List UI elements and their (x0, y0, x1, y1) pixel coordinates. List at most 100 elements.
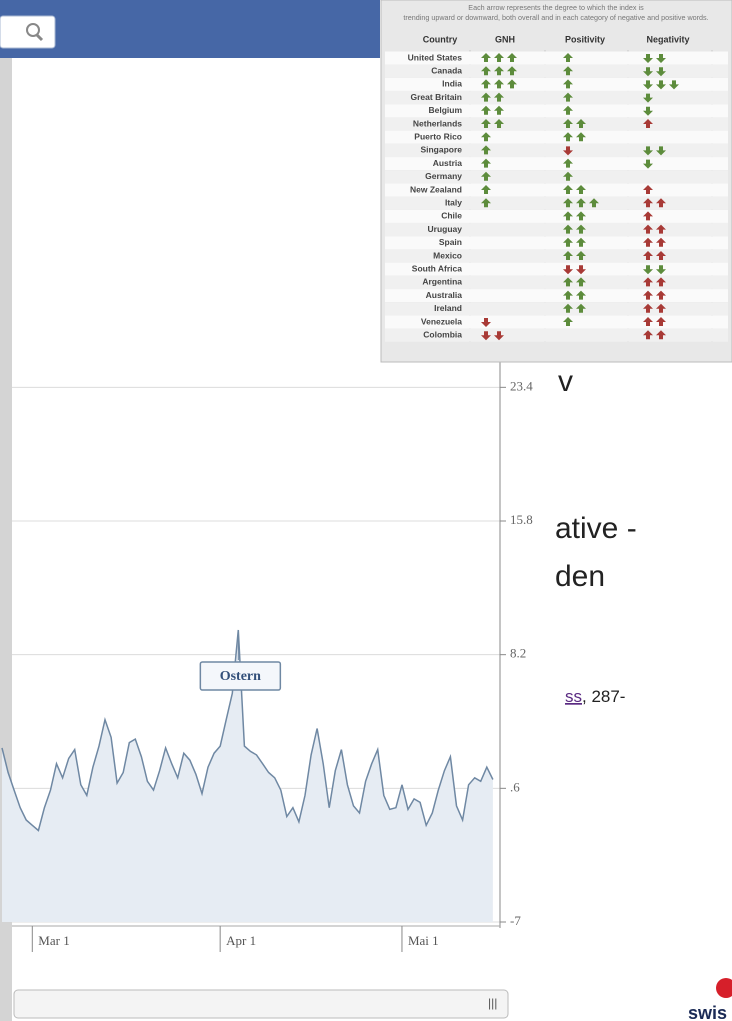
arrow (643, 67, 653, 77)
arrow (563, 119, 573, 128)
arrow (643, 159, 653, 169)
country: United States (408, 52, 463, 62)
arrow (643, 93, 653, 103)
row-bg (385, 130, 728, 144)
arrow (656, 237, 666, 247)
country: Great Britain (411, 92, 463, 102)
citation-link[interactable]: ss (565, 687, 582, 706)
arrow (563, 171, 573, 181)
arrow (481, 53, 491, 62)
country: Italy (445, 197, 462, 207)
arrow-group (643, 290, 666, 300)
y-tick-label: 15.8 (510, 512, 533, 527)
arrow-group (643, 146, 666, 156)
arrow-group (481, 105, 504, 115)
arrow (563, 251, 573, 260)
arrow-group (481, 119, 504, 128)
x-tick-label: Mai 1 (408, 933, 439, 948)
scrollbar[interactable] (13, 989, 509, 1019)
country: South Africa (412, 263, 462, 273)
arrow (576, 277, 586, 287)
arrow-group (563, 119, 586, 128)
arrow-group (563, 198, 599, 208)
arrow-group (563, 290, 586, 300)
arrow (563, 132, 573, 142)
search-icon (26, 23, 40, 37)
arrow (563, 290, 573, 300)
arrow (563, 211, 573, 221)
arrow (563, 53, 573, 62)
country: Puerto Rico (414, 131, 462, 141)
arrow (643, 80, 653, 90)
arrow (481, 158, 491, 168)
arrow (643, 303, 653, 313)
arrow (481, 318, 491, 327)
arrow (494, 331, 504, 341)
arrow-group (481, 79, 517, 89)
arrow-group (481, 66, 517, 76)
country: Austria (433, 158, 463, 168)
logo: swis (688, 1003, 727, 1021)
arrow-group (643, 211, 653, 221)
arrow (481, 185, 491, 194)
arrow (563, 185, 573, 194)
arrow (576, 185, 586, 194)
arrow (643, 146, 653, 156)
arrow (576, 211, 586, 221)
x-tick-label: Mar 1 (38, 933, 69, 948)
arrow (563, 265, 573, 275)
arrow-group (643, 303, 666, 313)
arrow-group (643, 106, 653, 116)
arrow (669, 80, 679, 90)
arrow-group (643, 317, 666, 326)
arrow (576, 265, 586, 275)
arrow-group (563, 105, 573, 115)
arrow (563, 79, 573, 89)
arrow (563, 317, 573, 326)
row-bg (385, 77, 728, 91)
line (1, 629, 494, 832)
arrow (643, 251, 653, 260)
arrow-group (481, 53, 517, 62)
arrow-group (643, 237, 666, 247)
arrow (494, 119, 504, 128)
arrow (563, 146, 573, 156)
arrow-group (563, 303, 586, 313)
arrow-group (643, 198, 666, 208)
country: India (442, 79, 462, 89)
table-caption: Each arrow represents the degree to whic… (403, 3, 708, 22)
country: Mexico (433, 250, 462, 260)
arrow (656, 317, 666, 326)
scroll-grip: ||| (488, 996, 497, 1010)
arrow (656, 330, 666, 340)
arrow-group (563, 158, 573, 168)
citation: ss, 287- (565, 687, 625, 706)
arrow-group (563, 146, 573, 156)
arrow (481, 171, 491, 181)
arrow-group (563, 185, 586, 194)
country: Colombia (423, 329, 462, 339)
row-bg (385, 196, 728, 210)
arrow (563, 198, 573, 208)
arrow-group (563, 251, 586, 260)
arrow-group (643, 251, 666, 260)
arrow (643, 106, 653, 116)
arrow (576, 251, 586, 260)
arrow (656, 277, 666, 287)
arrow (563, 237, 573, 247)
arrow (576, 237, 586, 247)
arrow (494, 92, 504, 102)
arrow-group (643, 93, 653, 103)
arrow-group (481, 198, 491, 208)
row-bg (385, 249, 728, 263)
arrow (643, 317, 653, 326)
arrow (656, 67, 666, 77)
annotation-label: Ostern (220, 669, 261, 684)
country: Belgium (428, 105, 462, 115)
arrow (643, 277, 653, 287)
arrow-group (643, 119, 653, 128)
arrow (656, 251, 666, 260)
arrow (481, 105, 491, 115)
arrow (643, 211, 653, 221)
